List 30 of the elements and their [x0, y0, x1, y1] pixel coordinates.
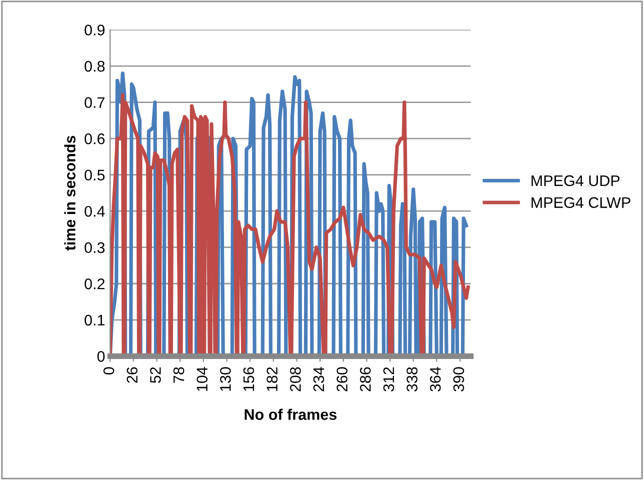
y-tick-label: 0 [97, 351, 105, 362]
y-tick-label: 0.6 [84, 133, 105, 144]
x-axis-title: No of frames [244, 408, 337, 420]
x-tick-label: 78 [173, 367, 184, 383]
y-tick-label: 0.1 [84, 314, 105, 326]
x-tick-label: 130 [220, 367, 231, 391]
y-tick-label: 0.8 [84, 60, 105, 72]
x-tick-label: 156 [243, 367, 254, 391]
x-tick-label: 286 [360, 367, 371, 392]
legend-label: MPEG4 UDP [532, 175, 620, 186]
x-tick-label: 338 [406, 367, 418, 392]
x-tick-label: 390 [453, 367, 464, 392]
x-tick-label: 364 [430, 367, 441, 392]
y-tick-label: 0.5 [84, 170, 105, 181]
x-tick-label: 208 [290, 367, 301, 392]
x-tick-label: 260 [336, 367, 348, 392]
x-tick-label: 0 [103, 367, 114, 374]
y-tick-label: 0.4 [84, 206, 105, 217]
x-tick-label: 182 [266, 367, 278, 391]
y-axis-title: time in seconds [64, 136, 76, 250]
y-tick-label: 0.3 [84, 242, 105, 254]
x-tick-label: 234 [313, 367, 324, 392]
x-tick-label: 104 [196, 367, 208, 391]
x-tick-label: 26 [126, 367, 138, 383]
legend-label: MPEG4 CLWP [532, 197, 630, 208]
x-tick-label: 312 [383, 367, 394, 392]
y-tick-label: 0.2 [84, 278, 104, 290]
y-tick-label: 0.9 [84, 24, 105, 36]
x-tick-label: 52 [150, 367, 161, 383]
y-tick-label: 0.7 [84, 97, 104, 108]
